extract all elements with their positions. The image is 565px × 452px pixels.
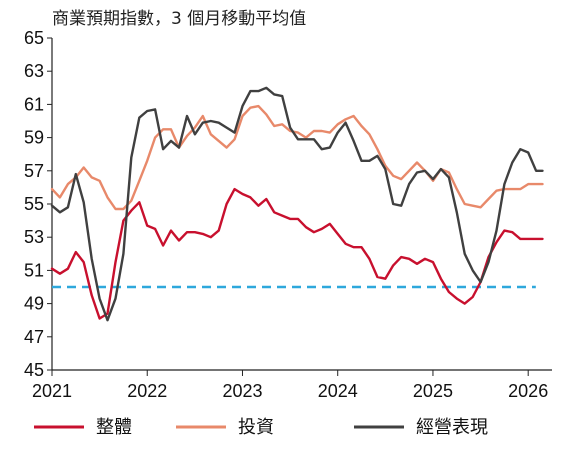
x-tick-label: 2023	[222, 381, 262, 401]
x-tick-label: 2021	[32, 381, 72, 401]
x-tick-label: 2024	[318, 381, 358, 401]
chart-title: 商業預期指數，3 個月移動平均值	[52, 9, 306, 29]
y-tick-label: 63	[24, 61, 44, 81]
x-tick-label: 2026	[508, 381, 548, 401]
y-tick-label: 65	[24, 28, 44, 48]
series-line-1	[50, 104, 544, 211]
y-tick-label: 53	[24, 227, 44, 247]
legend-label-1: 投資	[238, 417, 274, 438]
y-tick-label: 61	[24, 94, 44, 114]
y-tick-label: 49	[24, 294, 44, 314]
y-tick-label: 45	[24, 360, 44, 380]
y-tick-label: 59	[24, 128, 44, 148]
legend-label-2: 經營表現	[416, 417, 488, 438]
series-group	[50, 86, 544, 322]
x-tick-label: 2022	[127, 381, 167, 401]
y-tick-label: 57	[24, 161, 44, 181]
legend-label-0: 整體	[96, 417, 132, 438]
y-tick-label: 55	[24, 194, 44, 214]
series-line-2	[50, 86, 544, 322]
x-tick-label: 2025	[413, 381, 453, 401]
series-line-0	[50, 187, 544, 320]
y-tick-label: 51	[24, 260, 44, 280]
legend: 整體 投資 經營表現	[34, 417, 488, 438]
axes: 45 47 49 51 53 55 57 59 61 63 65 2021 2022 2023 2024 20…	[24, 28, 552, 401]
y-tick-label: 47	[24, 327, 44, 347]
